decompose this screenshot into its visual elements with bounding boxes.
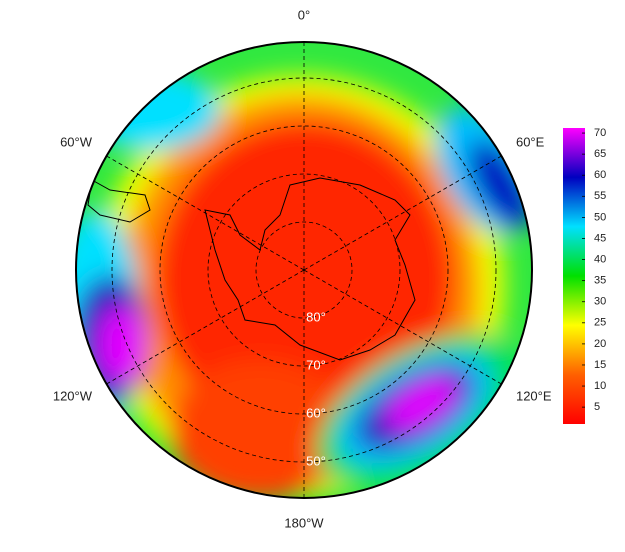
colorbar-tick-label: 60	[594, 169, 606, 181]
coastline	[204, 177, 416, 361]
colorbar-tick-label: 20	[594, 338, 606, 350]
colorbar-tick-label: 45	[594, 232, 606, 244]
latitude-label: 60°	[306, 405, 326, 420]
latitude-circle	[207, 173, 401, 367]
colorbar-tick-label: 5	[594, 401, 600, 413]
colorbar-tick-label: 50	[594, 211, 606, 223]
map-frame	[75, 41, 533, 499]
heat-field	[76, 42, 532, 498]
colorbar-tick-label: 40	[594, 253, 606, 265]
colorbar	[563, 128, 585, 424]
colorbar-tick-label: 65	[594, 148, 606, 160]
latitude-label: 50°	[306, 453, 326, 468]
colorbar-tick-label: 55	[594, 190, 606, 202]
colorbar-tick-label: 25	[594, 317, 606, 329]
meridian	[106, 155, 305, 271]
colorbar-tick-label: 10	[594, 380, 606, 392]
meridian	[303, 155, 502, 271]
latitude-circle	[255, 221, 353, 319]
colorbar-tick-label: 70	[594, 127, 606, 139]
latitude-label: 80°	[306, 309, 326, 324]
coastline	[87, 179, 151, 223]
longitude-label: 180°W	[284, 515, 324, 530]
longitude-label: 60°W	[60, 134, 93, 149]
longitude-label: 120°E	[516, 388, 552, 403]
graticule	[106, 42, 502, 498]
colorbar-tick-label: 30	[594, 296, 606, 308]
longitude-label: 60°E	[516, 134, 545, 149]
meridian	[106, 269, 305, 385]
colorbar-tick-label: 15	[594, 359, 606, 371]
meridian	[303, 269, 502, 385]
latitude-label: 70°	[306, 357, 326, 372]
longitude-label: 120°W	[53, 388, 93, 403]
colorbar-tick-label: 35	[594, 275, 606, 287]
longitude-label: 0°	[298, 7, 310, 22]
